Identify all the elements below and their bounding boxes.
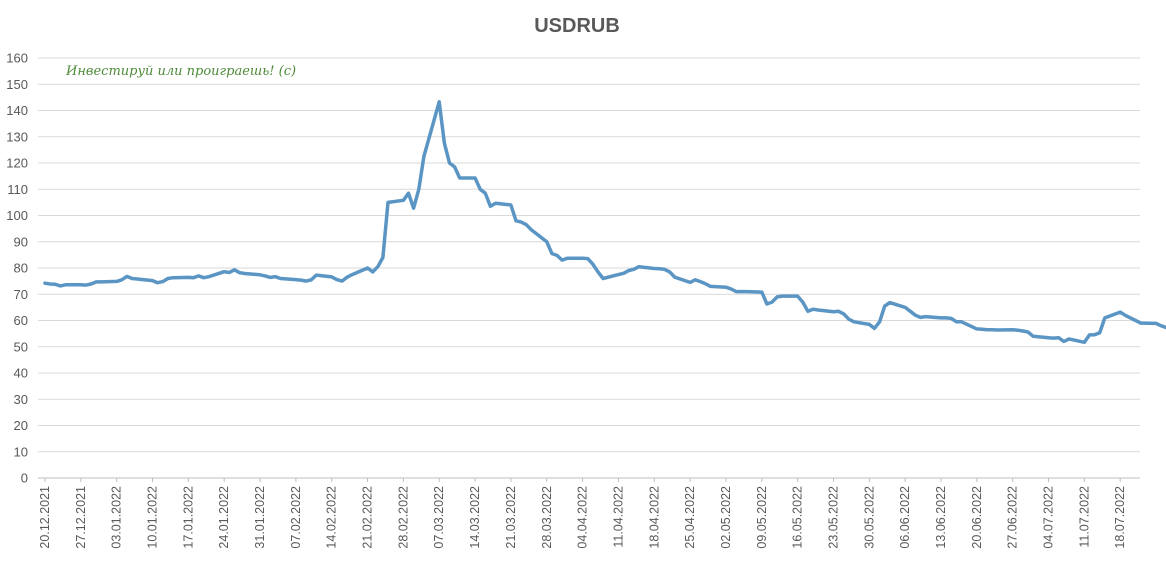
x-tick-label: 06.06.2022 [898,486,912,549]
x-tick-label: 18.07.2022 [1113,486,1127,549]
y-tick-label: 40 [14,366,28,381]
x-tick-label: 27.06.2022 [1006,486,1020,549]
x-tick-label: 03.01.2022 [110,486,124,549]
x-tick-label: 07.02.2022 [289,486,303,549]
y-tick-label: 120 [6,156,28,171]
x-tick-label: 31.01.2022 [253,486,267,549]
series-usdrub [43,100,1166,345]
x-tick-label: 11.04.2022 [611,486,625,548]
y-tick-label: 0 [21,471,28,486]
x-tick-label: 30.05.2022 [862,486,876,549]
x-tick-label: 16.05.2022 [791,486,805,549]
x-tick-label: 13.06.2022 [934,486,948,549]
x-tick-label: 14.02.2022 [325,486,339,549]
x-tick-label: 27.12.2021 [74,486,88,549]
x-tick-label: 04.07.2022 [1042,486,1056,549]
y-tick-label: 10 [14,444,28,459]
x-tick-label: 11.07.2022 [1077,486,1091,548]
x-tick-label: 20.12.2021 [38,486,52,549]
x-tick-label: 14.03.2022 [468,486,482,549]
x-tick-label: 10.01.2022 [146,486,160,549]
x-tick-label: 17.01.2022 [181,486,195,549]
y-tick-label: 160 [6,51,28,66]
x-tick-label: 18.04.2022 [647,486,661,549]
x-tick-label: 07.03.2022 [432,486,446,549]
x-axis-tick-labels: 20.12.2021 27.12.2021 03.01.2022 10.01.2022… [38,478,1127,549]
x-tick-label: 21.02.2022 [361,486,375,549]
y-tick-label: 150 [6,77,28,92]
y-tick-label: 110 [7,182,28,197]
x-tick-label: 28.02.2022 [396,486,410,549]
y-axis-tick-labels: 0 10 20 30 40 50 60 70 80 90 100 110 120 130 140 150 160 [6,51,28,486]
y-tick-label: 80 [14,261,28,276]
x-tick-label: 09.05.2022 [755,486,769,549]
x-tick-label: 25.04.2022 [683,486,697,549]
y-tick-label: 50 [14,339,28,354]
y-tick-label: 60 [14,313,28,328]
y-tick-label: 140 [6,103,28,118]
y-tick-label: 30 [14,392,28,407]
y-tick-label: 100 [6,208,28,223]
series-line-usdrub [43,100,1166,345]
x-tick-label: 28.03.2022 [540,486,554,549]
x-tick-label: 02.05.2022 [719,486,733,549]
y-tick-label: 20 [14,418,28,433]
x-tick-label: 24.01.2022 [217,486,231,549]
x-tick-label: 20.06.2022 [970,486,984,549]
y-tick-label: 90 [14,234,28,249]
y-tick-label: 130 [6,129,28,144]
x-tick-label: 21.03.2022 [504,486,518,549]
y-tick-label: 70 [14,287,28,302]
chart-title: USDRUB [534,15,620,37]
x-tick-label: 23.05.2022 [826,486,840,549]
chart-annotation: Инвестируй или проиграешь! (с) [65,64,296,79]
x-tick-label: 04.04.2022 [576,486,590,549]
gridlines [38,57,1140,453]
